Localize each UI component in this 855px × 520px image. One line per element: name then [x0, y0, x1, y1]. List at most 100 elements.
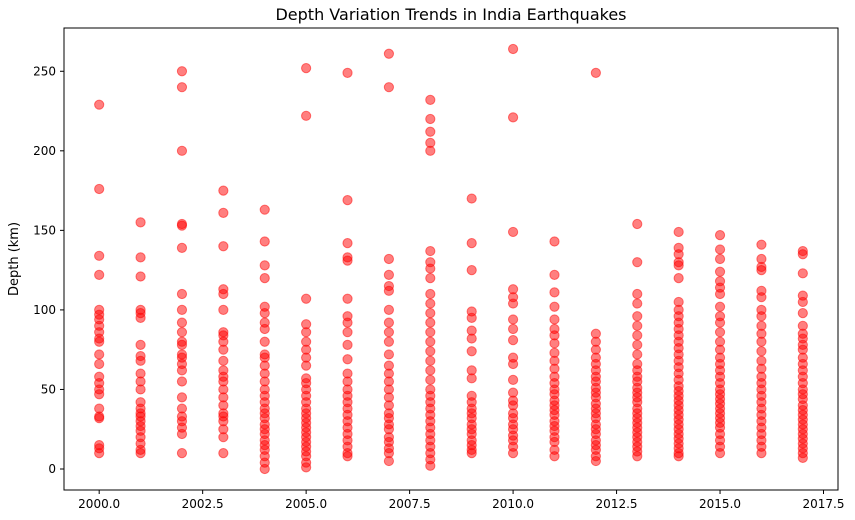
data-point — [549, 451, 560, 462]
data-point — [342, 195, 353, 206]
data-point — [632, 311, 643, 322]
data-point — [466, 237, 477, 249]
y-tick-label: 200 — [33, 144, 56, 158]
y-tick-label: 0 — [48, 462, 56, 476]
data-point — [632, 218, 643, 230]
data-point — [466, 373, 477, 384]
data-point — [94, 269, 105, 281]
data-point — [259, 463, 270, 475]
data-point — [425, 272, 436, 284]
data-point — [756, 292, 767, 303]
y-axis-ticks: 0 50 100 150 200 250 — [33, 64, 64, 476]
data-point — [714, 317, 726, 328]
data-point — [176, 66, 188, 77]
y-tick-label: 100 — [33, 303, 56, 317]
data-point — [176, 220, 188, 231]
data-point — [383, 336, 395, 347]
data-point — [632, 451, 643, 462]
data-point — [797, 452, 808, 463]
data-point — [425, 113, 436, 125]
data-point — [383, 82, 395, 93]
x-axis-ticks: 2000.0 2002.5 2005.0 2007.5 2010.0 2012.5 2015… — [78, 490, 845, 511]
data-point — [259, 272, 270, 284]
data-point — [549, 236, 560, 247]
data-point — [425, 263, 436, 274]
data-point — [218, 185, 229, 196]
x-tick-label: 2010.0 — [492, 497, 534, 511]
data-point — [176, 447, 188, 459]
data-point — [425, 126, 436, 137]
data-point — [176, 392, 188, 403]
data-point — [342, 237, 353, 249]
data-point — [259, 307, 270, 319]
data-point — [342, 67, 353, 78]
data-point — [756, 346, 767, 357]
data-point — [342, 354, 353, 365]
data-point — [425, 288, 436, 300]
data-point — [94, 447, 105, 459]
data-point — [714, 301, 726, 312]
data-point — [342, 451, 353, 462]
data-point — [714, 244, 726, 255]
data-point — [714, 253, 726, 265]
data-point — [342, 339, 353, 351]
data-point — [507, 447, 519, 459]
data-point — [507, 335, 519, 346]
data-point — [756, 265, 767, 276]
x-tick-label: 2012.5 — [596, 497, 638, 511]
data-point — [673, 260, 684, 271]
data-point — [507, 226, 519, 238]
data-point — [632, 288, 643, 300]
data-point — [714, 230, 726, 241]
data-point — [632, 349, 643, 360]
data-point — [466, 312, 477, 323]
data-point — [259, 260, 270, 271]
data-point — [94, 389, 105, 400]
data-point — [632, 320, 643, 331]
data-point — [425, 317, 436, 328]
data-point — [756, 239, 767, 250]
data-point — [383, 317, 395, 328]
data-point — [301, 360, 312, 371]
data-point — [632, 298, 643, 309]
data-point — [176, 339, 188, 351]
data-point — [94, 250, 105, 261]
data-point — [425, 374, 436, 386]
data-point — [507, 298, 519, 309]
data-point — [632, 339, 643, 351]
data-point — [425, 307, 436, 319]
data-point — [756, 447, 767, 459]
data-point — [259, 236, 270, 247]
data-point — [756, 336, 767, 347]
data-point — [135, 252, 146, 263]
data-point — [425, 460, 436, 471]
data-point — [549, 269, 560, 281]
data-point — [383, 327, 395, 338]
data-point — [383, 269, 395, 281]
data-point — [342, 317, 353, 328]
data-point — [425, 298, 436, 309]
data-point — [259, 323, 270, 335]
data-point — [176, 327, 188, 338]
data-point — [673, 451, 684, 462]
data-point — [425, 355, 436, 366]
data-point — [797, 268, 808, 279]
data-point — [425, 145, 436, 156]
data-point — [383, 349, 395, 360]
x-tick-label: 2015.0 — [699, 497, 741, 511]
data-point — [218, 447, 229, 459]
data-point — [797, 307, 808, 319]
data-point — [383, 253, 395, 265]
data-point — [507, 43, 519, 55]
y-tick-label: 250 — [33, 64, 56, 78]
data-point — [301, 110, 312, 121]
data-point — [94, 412, 105, 424]
data-point — [632, 330, 643, 341]
data-point — [94, 183, 105, 195]
y-axis-label: Depth (km) — [7, 222, 22, 296]
data-point — [590, 67, 601, 78]
data-point — [466, 193, 477, 204]
data-point — [673, 226, 684, 238]
data-point — [176, 376, 188, 387]
